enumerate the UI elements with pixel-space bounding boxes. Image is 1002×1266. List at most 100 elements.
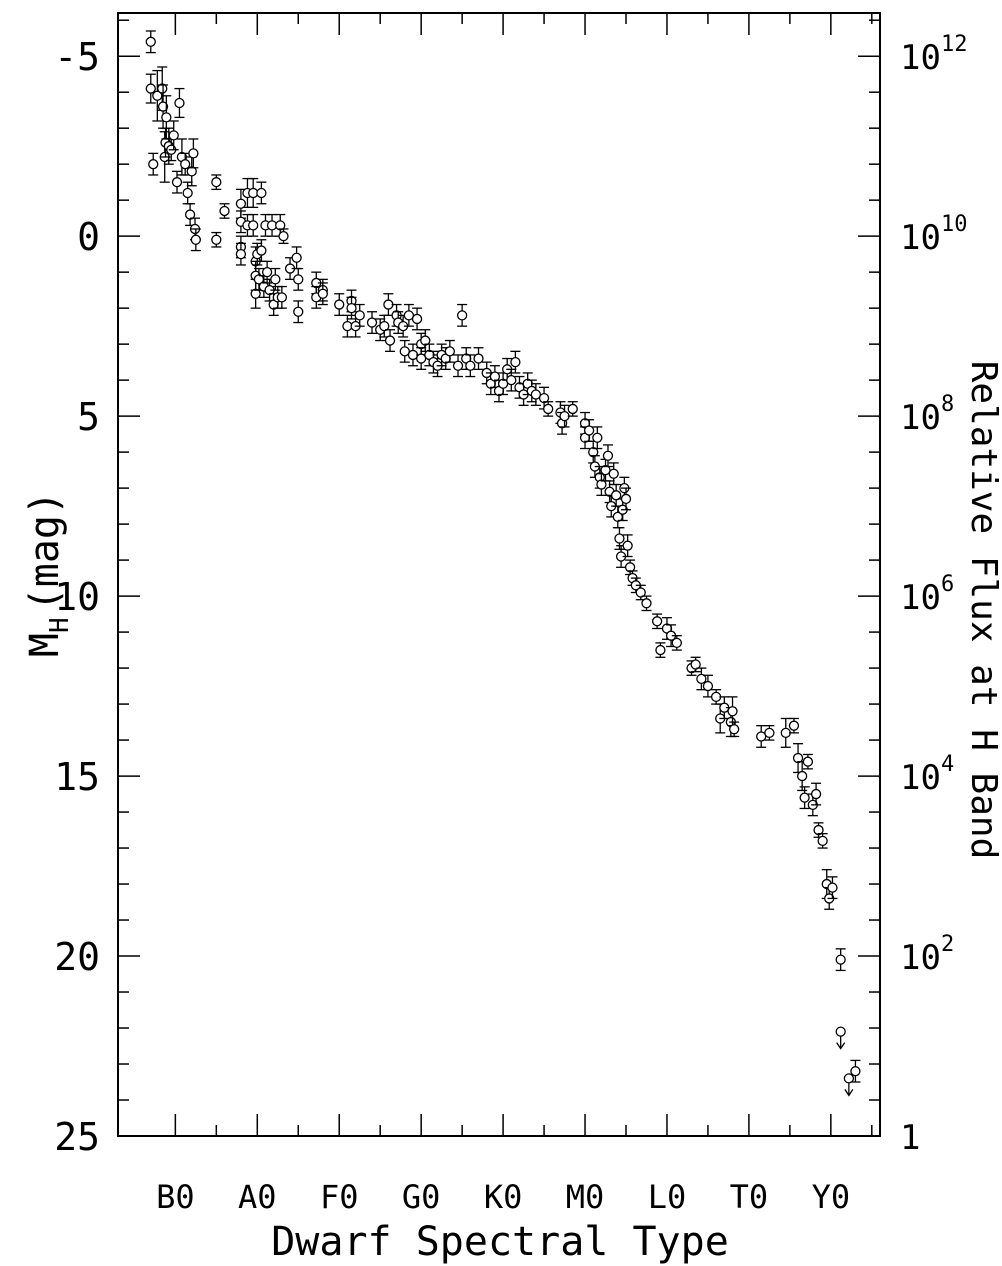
x-tick-label: B0 — [156, 1178, 195, 1216]
data-point-marker — [444, 346, 455, 357]
data-point-marker — [171, 177, 183, 188]
data-point-marker — [588, 446, 599, 458]
data-point-marker — [383, 299, 394, 310]
x-tick-label: G0 — [402, 1178, 441, 1216]
data-point-marker — [317, 288, 328, 299]
x-tick-label: A0 — [238, 1178, 277, 1216]
data-point — [600, 458, 611, 482]
data-point-marker — [797, 770, 808, 782]
y2-tick-label: 102 — [900, 932, 954, 978]
data-point — [850, 1059, 861, 1083]
data-point-marker — [379, 320, 390, 332]
data-point-marker — [168, 130, 179, 141]
data-point-marker — [813, 824, 824, 836]
data-point — [655, 642, 666, 658]
y2-axis-title: Relative Flux at H Band — [963, 361, 1002, 860]
data-point — [152, 69, 163, 122]
data-point-marker — [157, 101, 169, 112]
data-point-marker — [530, 389, 542, 400]
y2-tick-label: 108 — [900, 392, 954, 438]
data-point — [219, 203, 230, 219]
data-point-marker — [293, 274, 304, 285]
data-point — [248, 213, 259, 237]
data-point-marker — [729, 724, 740, 735]
data-point-marker — [702, 680, 714, 692]
data-point-marker — [184, 209, 196, 220]
data-point — [729, 721, 740, 738]
data-point-marker — [211, 234, 222, 245]
data-point-marker — [291, 252, 302, 263]
data-point — [810, 782, 822, 806]
x-tick-label: M0 — [566, 1178, 605, 1216]
data-point — [416, 347, 427, 370]
data-point-marker — [538, 392, 550, 404]
data-point-marker — [622, 540, 633, 551]
y2-tick-label: 104 — [900, 752, 954, 798]
data-point-marker — [219, 205, 230, 217]
data-point — [420, 329, 431, 352]
data-point — [334, 293, 345, 316]
data-point — [817, 833, 828, 849]
data-point-marker — [651, 616, 663, 627]
data-point — [641, 595, 652, 612]
data-point — [284, 257, 296, 281]
data-point — [293, 267, 304, 291]
y-tick-label: 0 — [77, 215, 100, 259]
data-point — [592, 426, 603, 450]
data-point-marker — [817, 835, 828, 847]
data-point-marker — [180, 159, 191, 170]
y-tick-label: 25 — [54, 1115, 100, 1159]
data-point-marker — [235, 198, 247, 209]
x-axis-title: Dwarf Spectral Type — [271, 1219, 729, 1265]
y2-tick-labels: 1012 1010 108 106 104 102 1 — [900, 32, 967, 1158]
data-point-marker — [764, 727, 775, 739]
data-point-marker — [690, 659, 701, 670]
data-point-marker — [346, 302, 357, 314]
x-tick-label: K0 — [484, 1178, 523, 1216]
data-point — [384, 329, 396, 352]
data-point-marker — [211, 177, 222, 188]
data-point — [671, 635, 682, 651]
data-point-marker — [567, 403, 578, 415]
data-point-marker — [261, 267, 273, 278]
data-point-marker — [710, 691, 722, 703]
data-point-marker — [473, 353, 484, 364]
data-point — [622, 534, 633, 558]
data-point-marker — [506, 374, 517, 386]
data-point — [211, 231, 222, 248]
data-point — [530, 383, 542, 406]
data-point-marker — [792, 752, 804, 764]
data-point-marker — [799, 792, 810, 803]
data-point-marker — [810, 788, 822, 800]
data-point — [473, 347, 484, 370]
data-point-marker — [465, 360, 476, 371]
data-point — [366, 311, 378, 334]
y2-tick-label: 106 — [900, 572, 954, 618]
data-points — [145, 30, 861, 1097]
axis-ticks — [118, 13, 880, 1137]
data-point — [250, 278, 261, 309]
data-point-marker — [270, 274, 281, 285]
data-point-marker — [366, 317, 378, 328]
data-point — [543, 401, 554, 417]
data-point — [145, 73, 156, 104]
data-point — [317, 282, 328, 306]
data-point — [802, 753, 814, 770]
data-point — [620, 487, 632, 511]
data-point-marker — [188, 148, 199, 159]
data-point — [583, 419, 595, 442]
data-point-marker — [420, 335, 431, 346]
data-point — [788, 717, 800, 734]
data-point-marker — [510, 356, 521, 368]
data-point-marker — [600, 464, 611, 476]
data-point-marker — [452, 360, 464, 371]
data-point — [235, 242, 247, 266]
x-tick-label: L0 — [648, 1178, 687, 1216]
data-point — [797, 761, 808, 792]
x-tick-label: Y0 — [812, 1178, 851, 1216]
data-point-marker — [497, 378, 509, 389]
data-point — [452, 354, 464, 378]
data-point — [148, 152, 159, 176]
data-point — [489, 365, 501, 388]
